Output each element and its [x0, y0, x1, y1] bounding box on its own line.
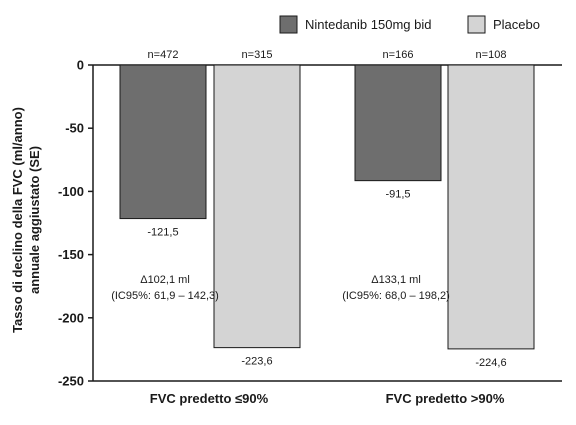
bar-n-label: n=472 [148, 49, 179, 61]
legend-swatch [280, 16, 297, 33]
y-tick-label: -150 [58, 247, 84, 262]
bar [355, 65, 441, 181]
legend-entry-label: Nintedanib 150mg bid [305, 17, 431, 32]
bar [214, 65, 300, 348]
y-tick-label: -50 [65, 121, 84, 136]
y-tick-label: 0 [77, 58, 84, 73]
y-tick-label: -200 [58, 310, 84, 325]
delta-annotation-line: (IC95%: 68,0 – 198,2) [342, 290, 450, 302]
y-tick-label: -250 [58, 374, 84, 389]
bar-n-label: n=166 [383, 49, 414, 61]
x-category-label: FVC predetto ≤90% [150, 391, 269, 406]
legend-entry-label: Placebo [493, 17, 540, 32]
delta-annotation-line: (IC95%: 61,9 – 142,3) [111, 290, 219, 302]
legend-swatch [468, 16, 485, 33]
bar [448, 65, 534, 349]
x-category-label: FVC predetto >90% [386, 391, 505, 406]
bar-value-label: -224,6 [475, 357, 506, 369]
bar-value-label: -223,6 [241, 356, 272, 368]
bar-value-label: -121,5 [147, 227, 178, 239]
bar-value-label: -91,5 [385, 189, 410, 201]
bar [120, 65, 206, 219]
bar-n-label: n=108 [476, 49, 507, 61]
y-axis-label-line: annuale aggiustato (SE) [27, 146, 42, 294]
y-axis-label-line: Tasso di declino della FVC (ml/anno) [10, 107, 25, 333]
y-tick-label: -100 [58, 184, 84, 199]
delta-annotation-line: Δ133,1 ml [371, 274, 421, 286]
bar-n-label: n=315 [242, 49, 273, 61]
delta-annotation-line: Δ102,1 ml [140, 274, 190, 286]
